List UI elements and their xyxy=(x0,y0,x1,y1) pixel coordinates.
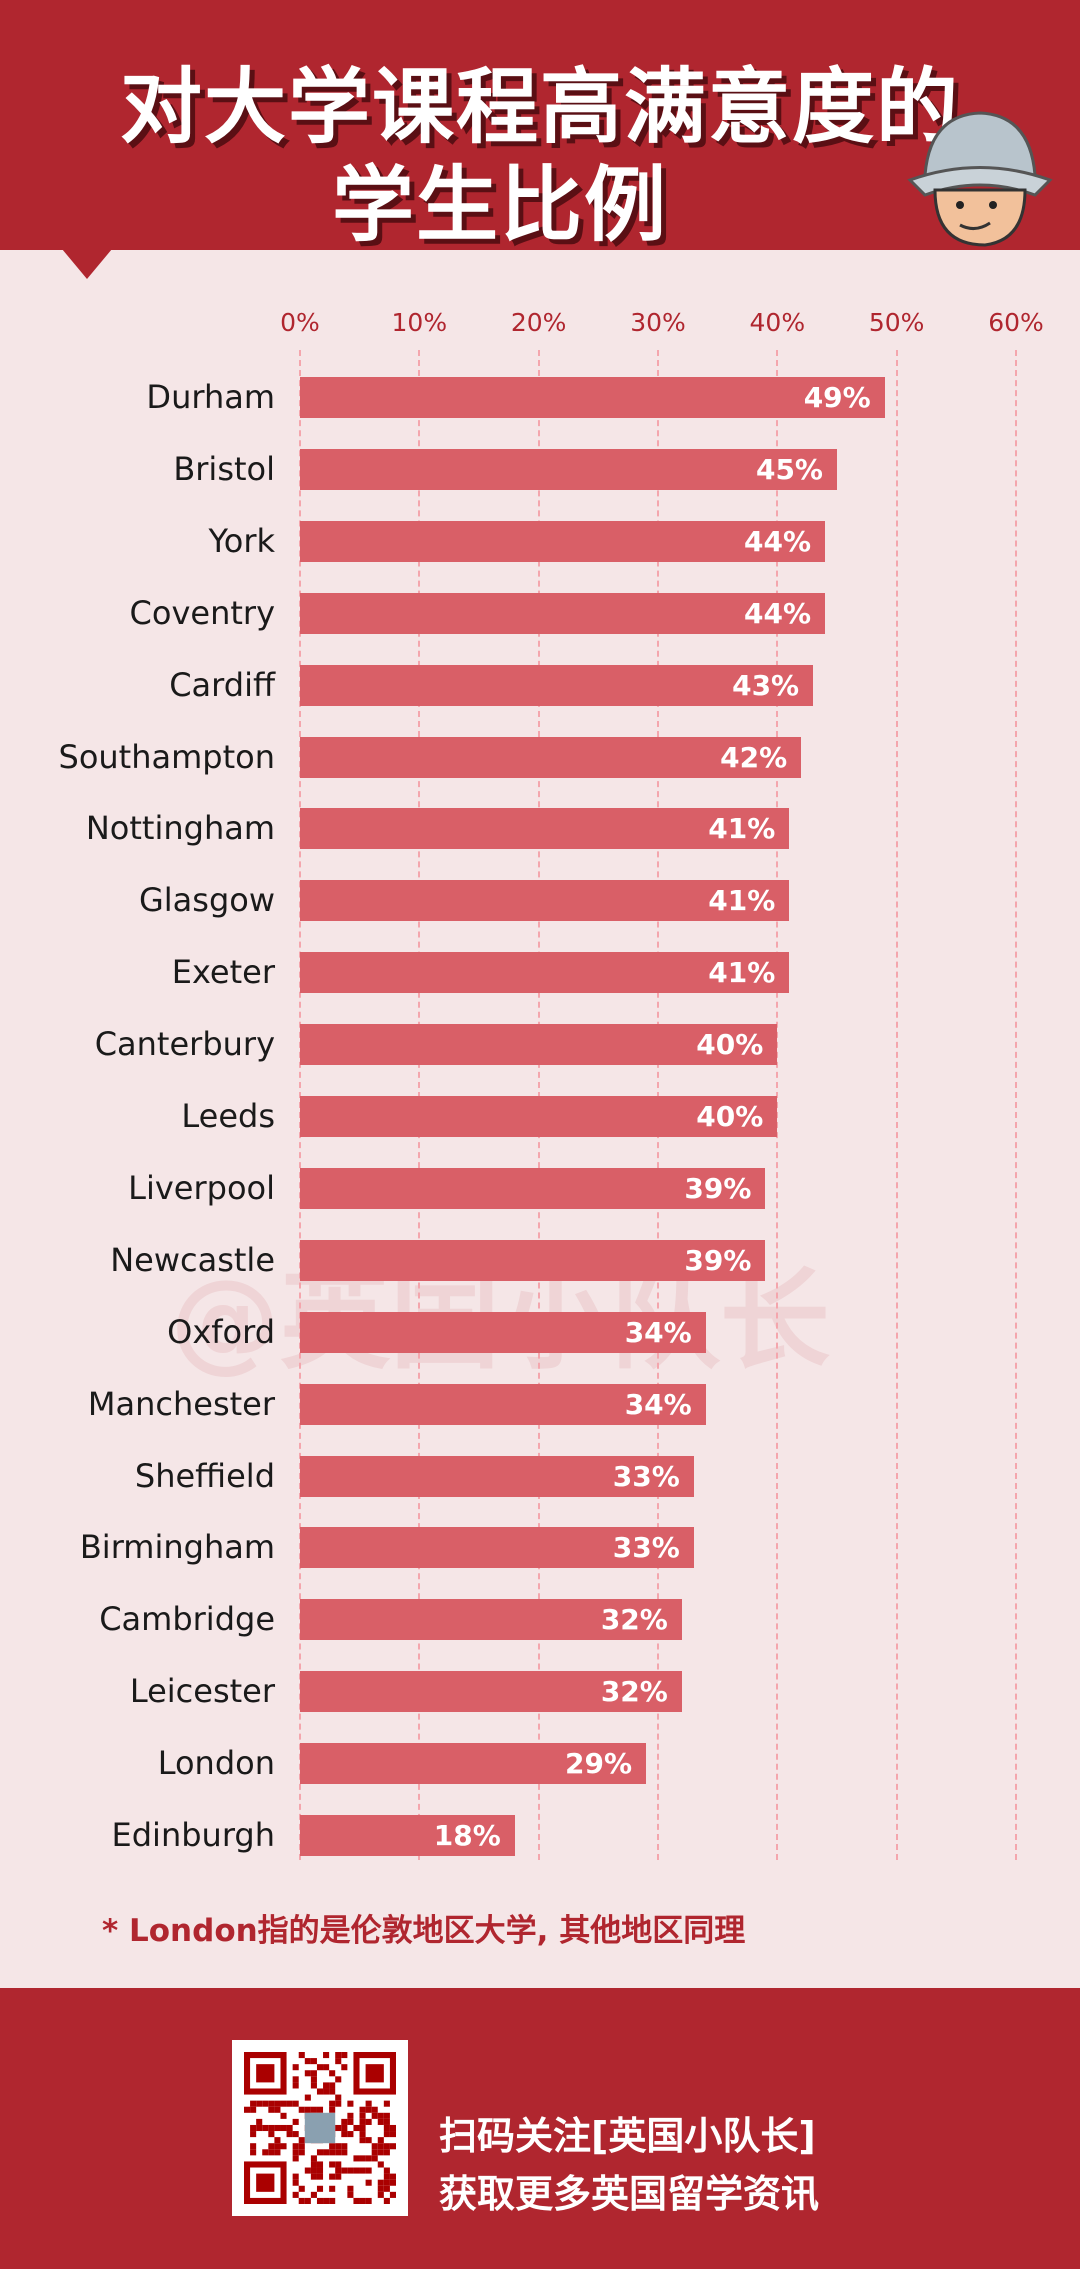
bar xyxy=(300,952,790,994)
data-label: 45% xyxy=(755,452,823,486)
data-label: 42% xyxy=(720,740,788,774)
detective-mascot-icon xyxy=(907,111,1053,247)
data-label: 33% xyxy=(612,1531,680,1565)
data-label: 44% xyxy=(744,596,812,630)
bar xyxy=(300,808,790,850)
x-tick-label: 20% xyxy=(510,308,567,337)
qr-code-icon xyxy=(244,2052,396,2204)
category-label: Durham xyxy=(146,378,275,416)
data-label: 33% xyxy=(612,1459,680,1493)
data-label: 34% xyxy=(624,1387,692,1421)
category-label: Coventry xyxy=(129,593,275,632)
x-tick-label: 60% xyxy=(988,308,1044,337)
category-label: Leicester xyxy=(129,1672,275,1711)
category-label: Edinburgh xyxy=(111,1816,275,1854)
x-tick-label: 0% xyxy=(280,308,320,337)
bar xyxy=(300,1024,778,1066)
bar xyxy=(300,1096,778,1137)
bar xyxy=(300,592,826,634)
category-label: London xyxy=(157,1744,275,1783)
x-tick-label: 40% xyxy=(749,308,806,337)
footer-banner xyxy=(0,1988,1080,2269)
bar xyxy=(300,1383,706,1425)
bar xyxy=(300,448,837,490)
data-label: 32% xyxy=(600,1603,668,1637)
category-label: Nottingham xyxy=(85,809,275,848)
category-label: Cambridge xyxy=(99,1600,275,1639)
bar xyxy=(300,1167,766,1209)
category-label: Cardiff xyxy=(169,665,275,704)
gridline xyxy=(776,350,779,1860)
data-label: 40% xyxy=(696,1028,764,1062)
x-tick-label: 50% xyxy=(868,308,925,337)
data-label: 40% xyxy=(696,1100,764,1133)
category-label: Glasgow xyxy=(138,881,275,920)
bar xyxy=(300,1815,515,1856)
category-label: Newcastle xyxy=(110,1240,275,1279)
category-label: York xyxy=(208,521,275,560)
category-label: Liverpool xyxy=(128,1168,275,1207)
footer-info-text: 获取更多英国留学资讯 xyxy=(439,2172,820,2216)
footnote: * London指的是伦敦地区大学, 其他地区同理 xyxy=(102,1913,746,1949)
data-label: 29% xyxy=(565,1747,633,1781)
data-label: 41% xyxy=(708,956,776,990)
page-title-line2: 学生比例 xyxy=(331,158,668,253)
bar xyxy=(300,1311,706,1353)
bar xyxy=(300,377,885,418)
category-label: Bristol xyxy=(173,449,275,488)
data-label: 43% xyxy=(732,668,800,702)
data-label: 39% xyxy=(684,1171,752,1205)
data-label: 34% xyxy=(624,1315,692,1349)
category-label: Birmingham xyxy=(79,1528,275,1567)
footer-follow-text: 扫码关注[英国小队长] xyxy=(439,2114,816,2158)
bar-chart: 0% 10% 20% 30% 40% 50% 60% Durham 49% Bristol 45% Y… xyxy=(58,308,1044,1860)
x-tick-label: 30% xyxy=(630,308,686,337)
bar xyxy=(300,520,826,562)
data-label: 41% xyxy=(708,812,776,846)
category-label: Oxford xyxy=(167,1312,275,1351)
category-label: Sheffield xyxy=(134,1456,275,1495)
data-label: 44% xyxy=(744,524,812,558)
bar xyxy=(300,736,802,778)
bar xyxy=(300,1527,694,1569)
gridline xyxy=(895,350,898,1860)
header-notch xyxy=(62,249,112,279)
qr-code xyxy=(232,2040,408,2216)
category-label: Exeter xyxy=(171,953,275,992)
gridline xyxy=(1015,350,1017,1860)
category-label: Canterbury xyxy=(94,1025,275,1064)
header-banner xyxy=(0,0,1080,250)
category-label: Manchester xyxy=(87,1384,275,1423)
x-tick-label: 10% xyxy=(391,308,448,337)
bar xyxy=(300,1743,647,1785)
bar xyxy=(300,1599,682,1641)
bar xyxy=(300,1455,694,1497)
data-label: 18% xyxy=(433,1819,501,1852)
bar xyxy=(300,664,814,706)
data-label: 41% xyxy=(708,884,776,918)
page-title-line1: 对大学课程高满意度的 xyxy=(119,60,960,155)
data-label: 39% xyxy=(684,1243,752,1277)
bar xyxy=(300,880,790,922)
data-label: 49% xyxy=(803,381,871,414)
category-label: Southampton xyxy=(58,737,276,776)
category-label: Leeds xyxy=(181,1097,275,1135)
data-label: 32% xyxy=(600,1675,668,1709)
bar xyxy=(300,1239,766,1281)
bar xyxy=(300,1671,682,1713)
